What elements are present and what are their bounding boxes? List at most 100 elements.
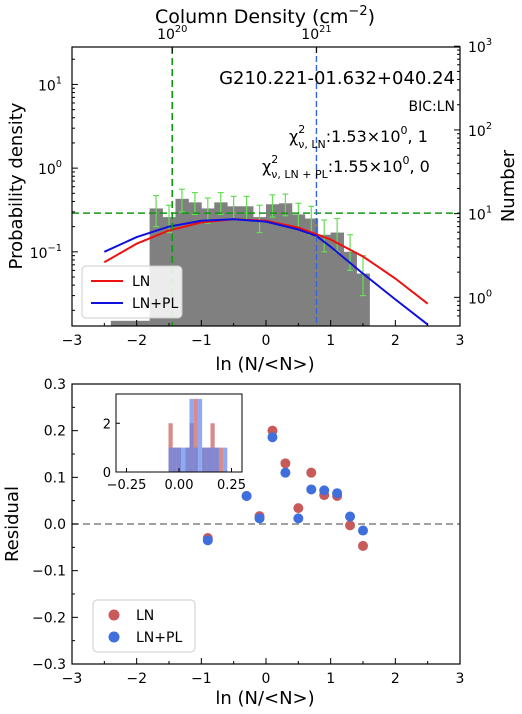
inset-histogram: −0.25 0.00 0.25 0 2 (103, 393, 246, 493)
inset-ticks: −0.25 0.00 0.25 0 2 (103, 417, 246, 493)
histogram-bar (291, 214, 306, 326)
inset-bar-lnpl (176, 447, 182, 472)
x-tick-label: −3 (62, 671, 83, 687)
x-tick-label: 2 (391, 333, 400, 349)
histogram-bar (304, 218, 319, 326)
residual-point-ln-pl (293, 513, 304, 524)
inset-bar-lnpl (223, 447, 228, 472)
fit-curves (103, 218, 429, 326)
inset-y-tick-label: 2 (103, 417, 111, 432)
inset-bar-lnpl (214, 447, 219, 472)
residual-point-ln-pl (241, 491, 252, 501)
bottom-legend: LN LN+PL (92, 599, 196, 653)
residual-point-ln (358, 540, 368, 551)
x-tick-label: −2 (126, 333, 147, 349)
x-tick-label: 3 (456, 333, 465, 349)
inset-bar-lnpl (202, 447, 207, 472)
inset-x-tick-label: 0.00 (165, 478, 194, 493)
bottom-axis-ticks: −3 −2 −1 0 1 2 3 −0.3 −0.2 −0.1 0.0 0.1 0.2 0.3 (32, 377, 464, 687)
residual-point-ln (293, 503, 304, 514)
inset-y-tick-label: 0 (103, 466, 111, 481)
residual-point-ln-pl (345, 511, 356, 522)
x-tick-label: 1 (326, 333, 335, 349)
residual-point-ln-pl (319, 485, 330, 496)
x-tick-label: 0 (262, 333, 271, 349)
y-tick-label: 0.2 (44, 424, 66, 440)
tick-label: 100 (38, 159, 62, 178)
inset-bar-lnpl (197, 398, 203, 472)
y-tick-label: −0.3 (32, 657, 66, 673)
top-axis-ticks: −3 −2 −1 0 1 2 3 10−1 100 101 100 101 102 103 1020 1021 (30, 24, 492, 349)
x-tick-label: −1 (191, 671, 212, 687)
x-tick-label: 2 (391, 671, 400, 687)
residual-point-ln-pl (332, 488, 343, 499)
residual-point-ln (345, 520, 356, 531)
right-y-axis-label: Number (498, 149, 519, 222)
residual-point-ln (280, 458, 291, 469)
histogram-bar (110, 320, 125, 326)
histogram-bar (278, 203, 293, 326)
legend-marker-ln (108, 609, 120, 621)
chi-lnpl-annotation: χ2 ν, LN + PL:1.55×100, 0 (262, 153, 430, 181)
inset-bar-lnpl (189, 398, 194, 472)
y-tick-label: −0.1 (32, 564, 66, 580)
legend-box (81, 265, 183, 319)
tick-label: 101 (38, 75, 62, 94)
histogram-bar (201, 208, 215, 326)
inset-x-tick-label: 0.25 (217, 478, 246, 493)
inset-bar-lnpl (193, 447, 198, 472)
histogram-bar (253, 217, 267, 326)
legend-label-ln: LN (136, 608, 154, 624)
fit-line-ln-pl (103, 218, 429, 326)
tick-label: 1021 (301, 24, 331, 43)
histogram-bar (136, 320, 150, 326)
legend-label-lnpl: LN+PL (132, 296, 178, 312)
histogram-bar (317, 234, 332, 326)
top-y-axis-label: Probability density (6, 102, 27, 269)
legend-marker-lnpl (108, 631, 120, 643)
top-legend: LN LN+PL (81, 265, 183, 319)
y-tick-label: 0.3 (44, 377, 66, 393)
bottom-x-axis-label: ln (N/<N>) (215, 688, 314, 709)
tick-label: 100 (468, 288, 492, 307)
chart-title: G210.221-01.632+040.24 (219, 68, 455, 89)
x-tick-label: −2 (126, 671, 147, 687)
legend-label-ln: LN (132, 274, 150, 290)
tick-label: 101 (468, 205, 492, 224)
x-tick-label: 1 (326, 671, 335, 687)
top-panel: −3 −2 −1 0 1 2 3 10−1 100 101 100 101 102 103 1020 1021… (6, 4, 519, 375)
x-tick-label: 0 (262, 671, 271, 687)
residual-point-ln-pl (267, 432, 278, 443)
inset-bar-lnpl (210, 447, 215, 472)
tick-label: 10−1 (30, 243, 62, 262)
bic-label: BIC:LN (409, 99, 456, 115)
x-tick-label: −3 (62, 333, 83, 349)
bottom-y-axis-label: Residual (2, 486, 23, 562)
bottom-panel: −3 −2 −1 0 1 2 3 −0.3 −0.2 −0.1 0.0 0.1 0.2 0.3 ln (N… (2, 377, 464, 709)
inset-bars (168, 398, 228, 472)
residual-point-ln-pl (358, 525, 368, 536)
inset-bar-lnpl (168, 447, 173, 472)
inset-bar-lnpl (185, 447, 190, 472)
histogram-bar (227, 206, 241, 326)
tick-label: 103 (468, 37, 492, 56)
chi-ln-annotation: χ2 ν, LN:1.53×100, 1 (289, 123, 428, 151)
residual-point-ln-pl (254, 513, 265, 524)
x-tick-label: 3 (456, 671, 465, 687)
x-tick-label: −1 (191, 333, 212, 349)
histogram-bar (188, 202, 202, 326)
y-tick-label: 0.1 (44, 470, 66, 486)
residual-point-ln (306, 467, 317, 478)
inset-bar-ln (193, 398, 198, 472)
histogram-error-bars (153, 188, 366, 297)
legend-label-lnpl: LN+PL (136, 630, 182, 646)
inset-bar-lnpl (206, 447, 211, 472)
tick-label: 102 (468, 121, 492, 140)
histogram-bar (240, 206, 254, 326)
histogram-bar (123, 320, 138, 326)
histogram-bar (356, 273, 370, 326)
residual-point-ln-pl (280, 467, 291, 478)
histogram-bar (214, 202, 228, 326)
inset-bar-lnpl (172, 447, 177, 472)
